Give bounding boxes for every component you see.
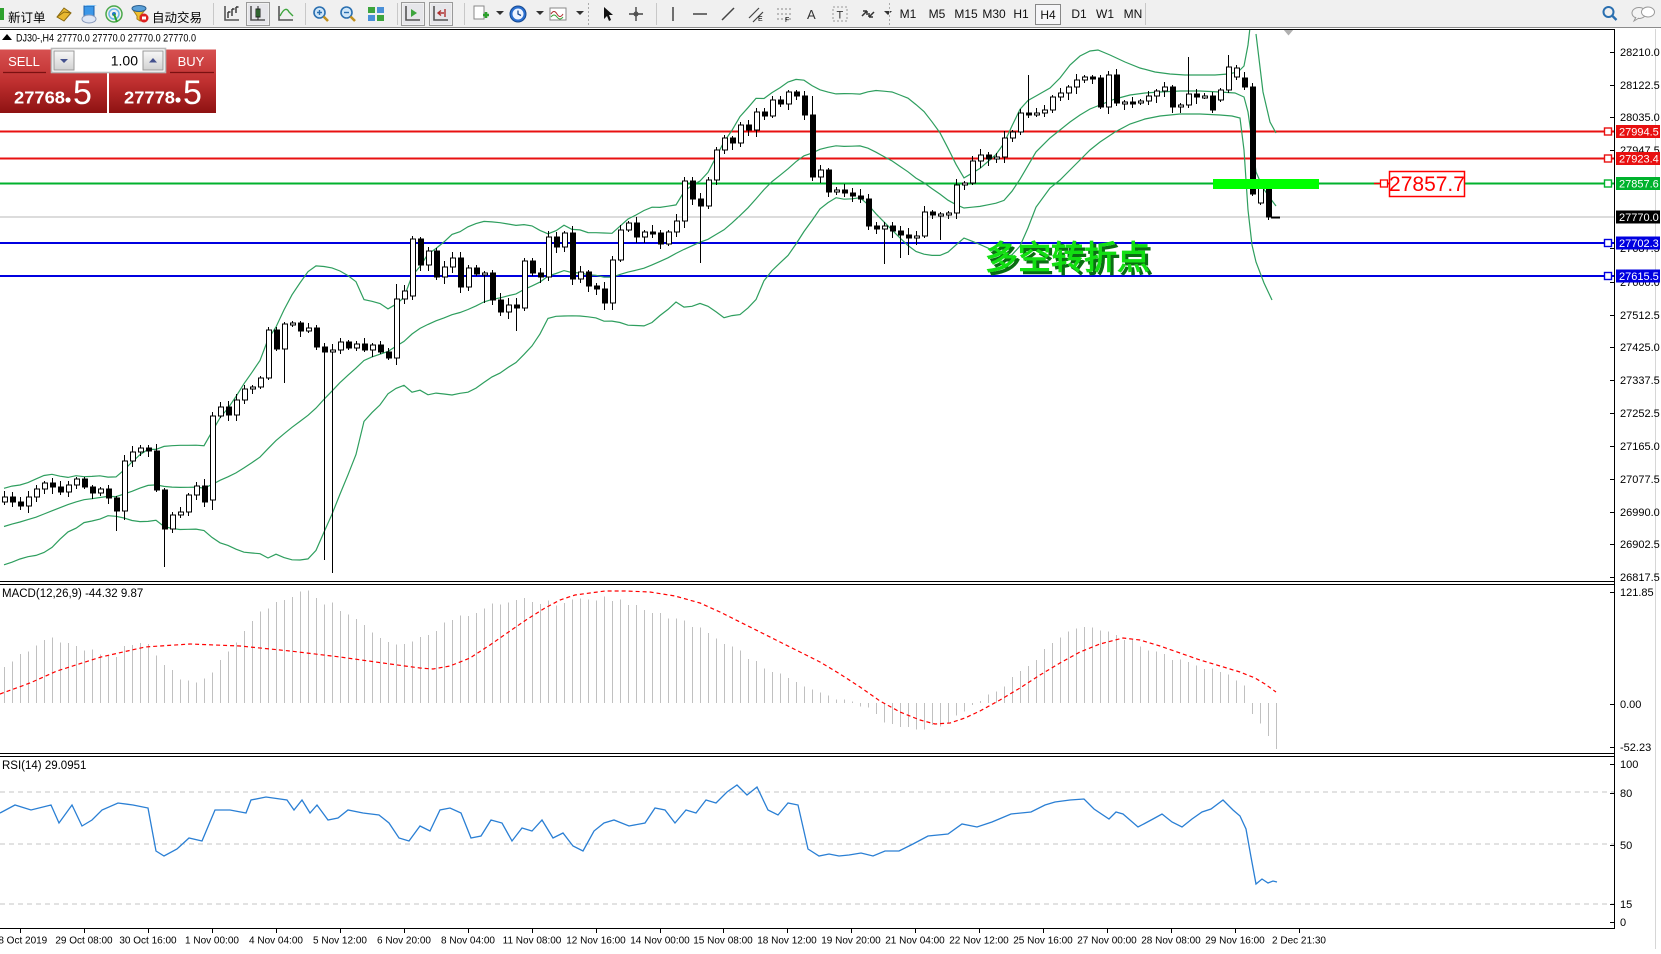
svg-text:0.00: 0.00: [1620, 699, 1641, 711]
svg-text:1.00: 1.00: [111, 53, 138, 69]
svg-text:RSI(14) 29.0951: RSI(14) 29.0951: [2, 760, 86, 772]
svg-text:27 Nov 00:00: 27 Nov 00:00: [1077, 936, 1137, 947]
svg-text:6 Nov 20:00: 6 Nov 20:00: [377, 936, 431, 947]
svg-text:A: A: [807, 7, 816, 22]
svg-text:27615.5: 27615.5: [1619, 271, 1659, 283]
svg-text:BUY: BUY: [178, 54, 205, 69]
svg-text:MACD(12,26,9) -44.32 9.87: MACD(12,26,9) -44.32 9.87: [2, 588, 143, 600]
svg-text:15: 15: [1620, 899, 1632, 911]
svg-text:27077.5: 27077.5: [1620, 474, 1660, 486]
svg-text:26902.5: 26902.5: [1620, 539, 1660, 551]
svg-text:1 Nov 00:00: 1 Nov 00:00: [185, 936, 239, 947]
svg-text:19 Nov 20:00: 19 Nov 20:00: [821, 936, 881, 947]
svg-text:18 Nov 12:00: 18 Nov 12:00: [757, 936, 817, 947]
svg-text:27165.0: 27165.0: [1620, 441, 1660, 453]
svg-text:27337.5: 27337.5: [1620, 375, 1660, 387]
svg-text:F: F: [785, 17, 789, 24]
svg-text:2 Dec 21:30: 2 Dec 21:30: [1272, 936, 1326, 947]
svg-text:28122.5: 28122.5: [1620, 80, 1660, 92]
svg-text:11 Nov 08:00: 11 Nov 08:00: [503, 936, 562, 947]
svg-text:多空转折点: 多空转折点: [988, 242, 1153, 279]
svg-text:27425.0: 27425.0: [1620, 342, 1660, 354]
svg-text:4 Nov 04:00: 4 Nov 04:00: [249, 936, 303, 947]
svg-text:E: E: [758, 16, 763, 23]
svg-text:5: 5: [183, 74, 202, 112]
svg-text:21 Nov 04:00: 21 Nov 04:00: [885, 936, 945, 947]
svg-text:121.85: 121.85: [1620, 587, 1654, 599]
svg-text:27770.0: 27770.0: [1619, 212, 1659, 224]
svg-text:5 Nov 12:00: 5 Nov 12:00: [313, 936, 367, 947]
svg-text:28 Oct 2019: 28 Oct 2019: [0, 936, 48, 947]
svg-text:27778: 27778: [124, 88, 175, 108]
svg-text:29 Oct 08:00: 29 Oct 08:00: [55, 936, 113, 947]
svg-text:26990.0: 26990.0: [1620, 507, 1660, 519]
svg-text:29 Nov 16:00: 29 Nov 16:00: [1205, 936, 1265, 947]
svg-text:SELL: SELL: [8, 54, 40, 69]
svg-text:15 Nov 08:00: 15 Nov 08:00: [693, 936, 753, 947]
svg-text:80: 80: [1620, 788, 1632, 800]
svg-text:多空转折点: 多空转折点: [985, 239, 1150, 276]
svg-text:27512.5: 27512.5: [1620, 310, 1660, 322]
svg-text:27702.3: 27702.3: [1619, 238, 1659, 250]
svg-text:25 Nov 16:00: 25 Nov 16:00: [1013, 936, 1073, 947]
svg-text:27857.6: 27857.6: [1619, 179, 1659, 191]
svg-text:50: 50: [1620, 840, 1632, 852]
svg-text:30 Oct 16:00: 30 Oct 16:00: [119, 936, 177, 947]
svg-text:14 Nov 00:00: 14 Nov 00:00: [630, 936, 690, 947]
svg-text:27857.7: 27857.7: [1389, 173, 1465, 196]
svg-text:27923.4: 27923.4: [1619, 154, 1659, 166]
svg-text:8 Nov 04:00: 8 Nov 04:00: [441, 936, 495, 947]
svg-text:27770.0 27770.0 27770.0 27770.: 27770.0 27770.0 27770.0 27770.0: [57, 33, 196, 45]
svg-text:26817.5: 26817.5: [1620, 572, 1660, 584]
svg-text:27994.5: 27994.5: [1619, 127, 1659, 139]
svg-text:27768: 27768: [14, 88, 65, 108]
svg-text:22 Nov 12:00: 22 Nov 12:00: [949, 936, 1009, 947]
svg-text:12 Nov 16:00: 12 Nov 16:00: [566, 936, 626, 947]
svg-text:100: 100: [1620, 759, 1638, 771]
svg-text:5: 5: [73, 74, 92, 112]
svg-text:28 Nov 08:00: 28 Nov 08:00: [1141, 936, 1201, 947]
svg-text:DJ30-,H4: DJ30-,H4: [16, 33, 54, 45]
svg-text:0: 0: [1620, 917, 1626, 929]
svg-text:28035.0: 28035.0: [1620, 112, 1660, 124]
svg-text:27252.5: 27252.5: [1620, 408, 1660, 420]
svg-text:28210.0: 28210.0: [1620, 47, 1660, 59]
svg-text:T: T: [837, 10, 844, 22]
svg-text:-52.23: -52.23: [1620, 742, 1651, 754]
